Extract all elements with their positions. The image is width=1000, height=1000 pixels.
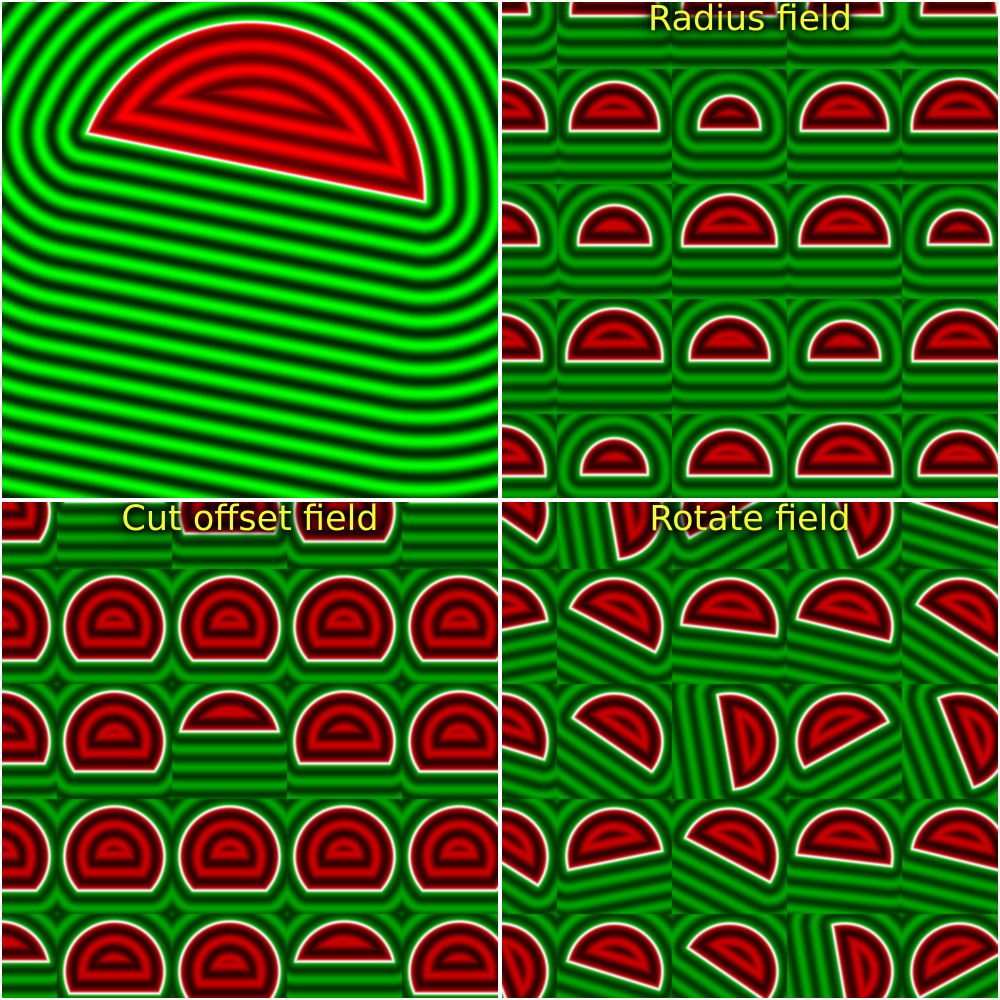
cut-offset-field-panel: Cut offset field: [2, 502, 498, 998]
cut-offset-field-canvas: [2, 502, 498, 998]
main-sdf-panel: [2, 2, 498, 498]
rotate-field-canvas: [502, 502, 998, 998]
radius-field-canvas: [502, 2, 998, 498]
cut-disk-sdf-canvas: [2, 2, 498, 498]
radius-field-panel: Radius field: [502, 2, 998, 498]
rotate-field-panel: Rotate field: [502, 502, 998, 998]
